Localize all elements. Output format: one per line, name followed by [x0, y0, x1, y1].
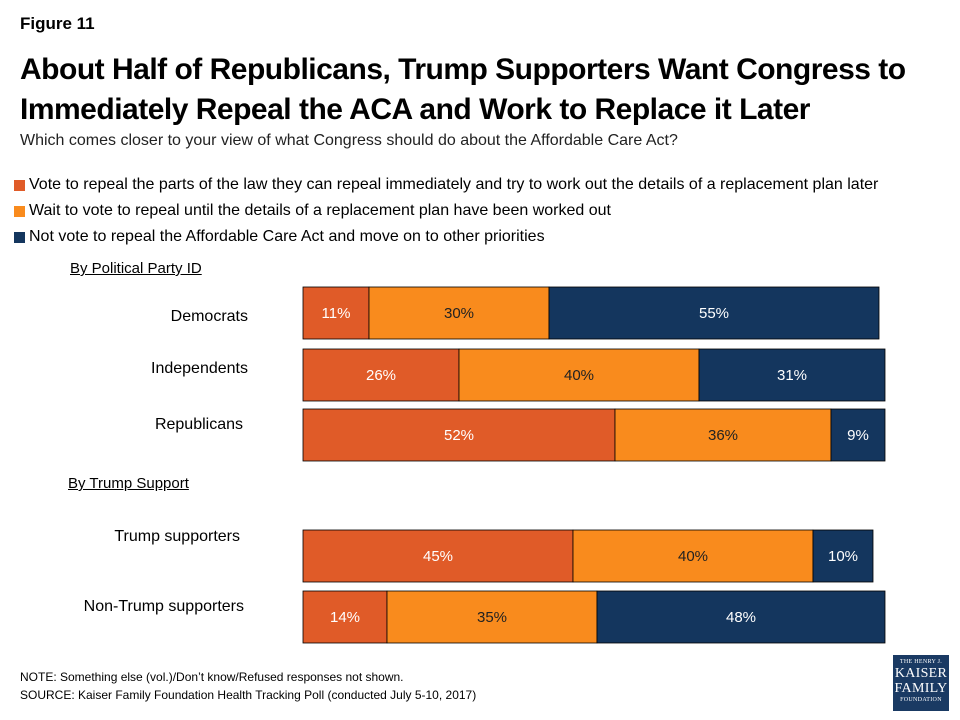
source-text: SOURCE: Kaiser Family Foundation Health … — [20, 688, 477, 702]
row-label-non-trump-supporters: Non-Trump supporters — [83, 598, 244, 615]
bar-republicans-wait — [614, 408, 832, 462]
bar-non-trump-supporters-not-repeal — [596, 590, 886, 644]
bar-democrats-wait — [368, 286, 550, 340]
bar-label-non-trump-supporters-not-repeal: 48% — [726, 609, 756, 626]
legend: Vote to repeal the parts of the law they… — [14, 172, 878, 250]
logo-line-3: FAMILY — [894, 681, 948, 696]
bar-trump-supporters-not-repeal — [812, 529, 874, 583]
legend-swatch-not-repeal — [14, 231, 25, 243]
row-label-independents: Independents — [151, 360, 248, 377]
bar-label-independents-wait: 40% — [564, 367, 594, 384]
bar-trump-supporters-repeal-now — [302, 529, 574, 583]
bar-trump-supporters-wait — [572, 529, 814, 583]
bar-label-independents-repeal-now: 26% — [366, 367, 396, 384]
legend-swatch-wait — [14, 205, 25, 217]
bar-label-democrats-not-repeal: 55% — [699, 305, 729, 322]
bar-independents-not-repeal — [698, 348, 886, 402]
bar-republicans-not-repeal — [830, 408, 886, 462]
legend-item-not-repeal: Not vote to repeal the Affordable Care A… — [14, 224, 878, 250]
logo-line-1: THE HENRY J. — [899, 659, 943, 665]
bar-independents-wait — [458, 348, 700, 402]
row-label-republicans: Republicans — [154, 416, 243, 433]
legend-label-wait: Wait to vote to repeal until the details… — [29, 202, 611, 219]
bar-label-trump-supporters-not-repeal: 10% — [828, 548, 858, 565]
legend-label-repeal-now: Vote to repeal the parts of the law they… — [29, 176, 879, 193]
legend-label-not-repeal: Not vote to repeal the Affordable Care A… — [29, 228, 545, 245]
bar-label-republicans-not-repeal: 9% — [847, 427, 869, 444]
section-header-party: By Political Party ID — [70, 260, 202, 277]
bar-independents-repeal-now — [302, 348, 460, 402]
logo-line-2: KAISER — [894, 666, 948, 681]
chart-title: About Half of Republicans, Trump Support… — [20, 53, 906, 126]
kff-logo: THE HENRY J. KAISER FAMILY FOUNDATION — [893, 655, 949, 711]
figure-label: Figure 11 — [20, 14, 95, 33]
legend-item-repeal-now: Vote to repeal the parts of the law they… — [14, 172, 878, 198]
bar-non-trump-supporters-repeal-now — [302, 590, 388, 644]
bar-republicans-repeal-now — [302, 408, 616, 462]
legend-item-wait: Wait to vote to repeal until the details… — [14, 198, 878, 224]
footnote: NOTE: Something else (vol.)/Don’t know/R… — [20, 668, 476, 704]
row-label-trump-supporters: Trump supporters — [114, 528, 240, 545]
section-header-trump: By Trump Support — [68, 475, 189, 492]
bar-label-democrats-repeal-now: 11% — [322, 305, 351, 322]
bar-label-non-trump-supporters-repeal-now: 14% — [330, 609, 360, 626]
bar-democrats-not-repeal — [548, 286, 880, 340]
bar-label-trump-supporters-wait: 40% — [678, 548, 708, 565]
bar-label-republicans-repeal-now: 52% — [444, 427, 474, 444]
bar-label-trump-supporters-repeal-now: 45% — [423, 548, 453, 565]
bar-label-non-trump-supporters-wait: 35% — [477, 609, 507, 626]
legend-swatch-repeal-now — [14, 179, 25, 191]
logo-line-4: FOUNDATION — [900, 697, 942, 703]
row-label-democrats: Democrats — [170, 308, 248, 325]
bar-label-republicans-wait: 36% — [708, 427, 738, 444]
bar-label-democrats-wait: 30% — [444, 305, 474, 322]
bar-label-independents-not-repeal: 31% — [777, 367, 807, 384]
note-text: NOTE: Something else (vol.)/Don’t know/R… — [20, 670, 404, 684]
bar-non-trump-supporters-wait — [386, 590, 598, 644]
chart-subtitle: Which comes closer to your view of what … — [20, 132, 678, 149]
